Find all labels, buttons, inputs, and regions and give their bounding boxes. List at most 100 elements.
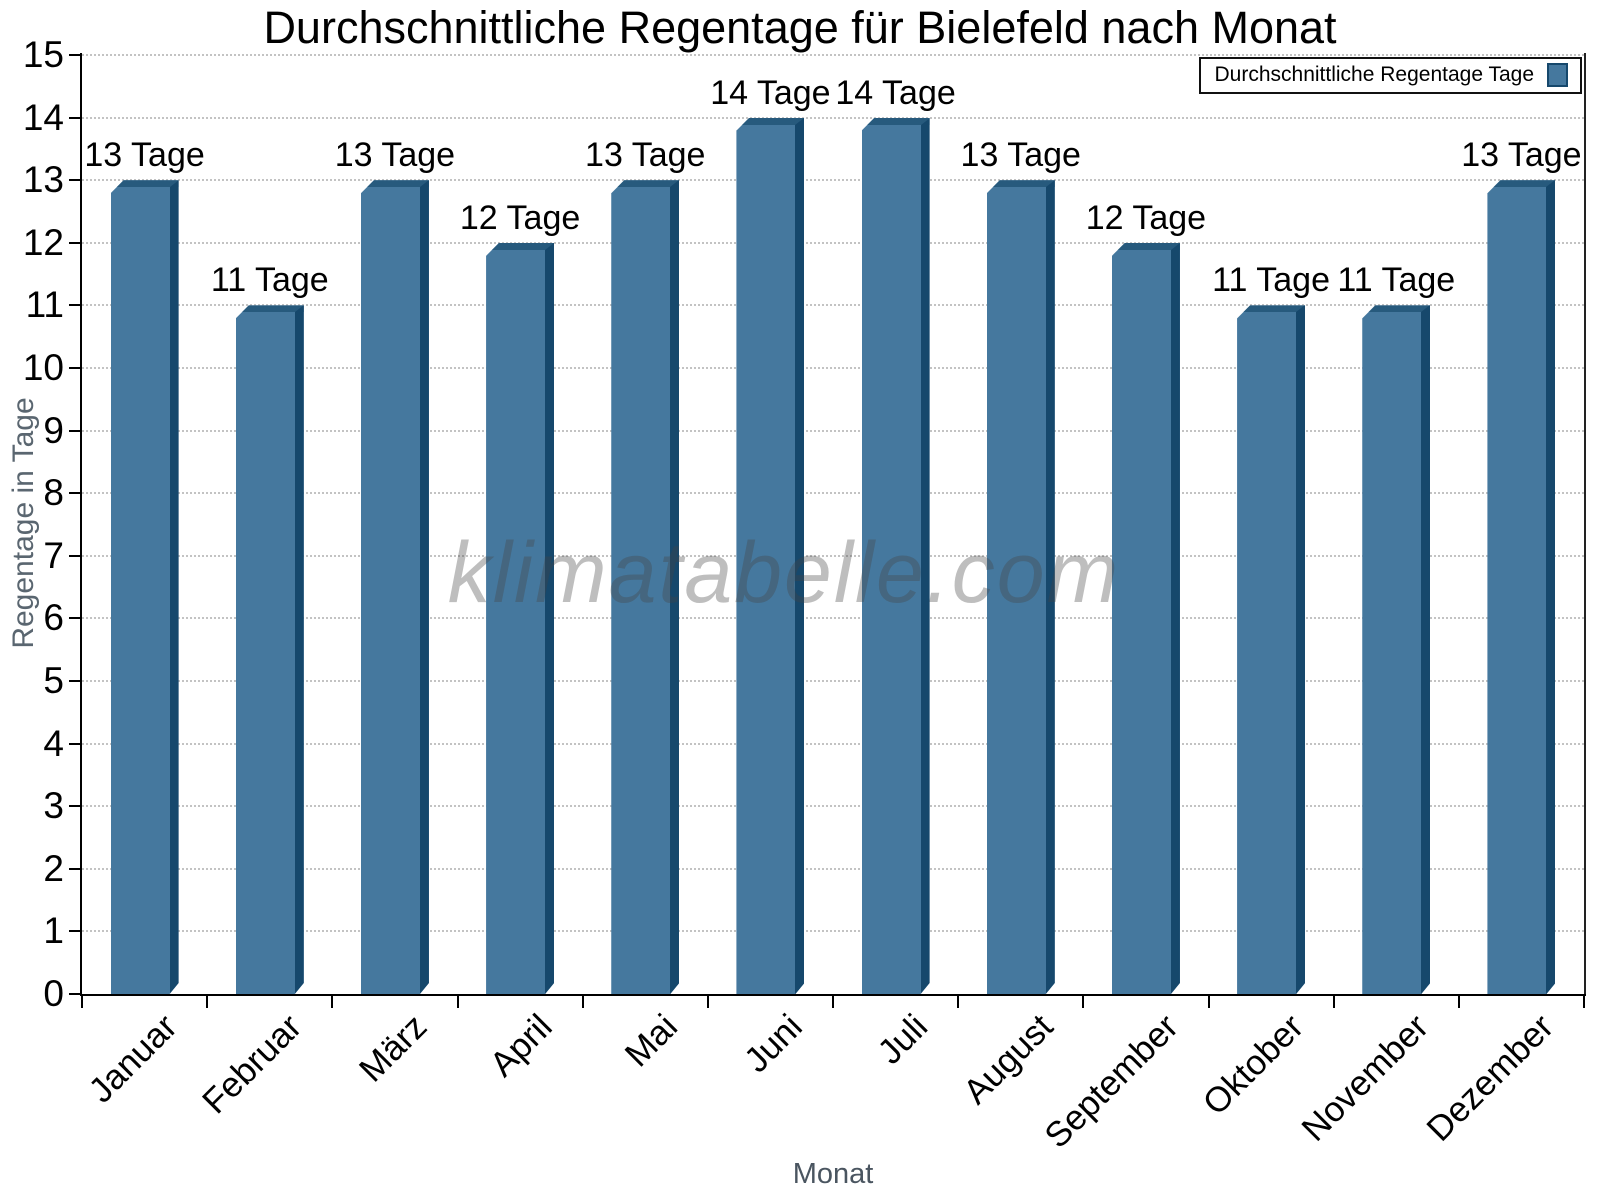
x-tick-2 xyxy=(331,996,334,1008)
y-tick-label-8: 8 xyxy=(43,472,64,514)
bar-februar xyxy=(236,305,304,994)
x-label-november: November xyxy=(1294,1007,1436,1149)
bar-oktober xyxy=(1237,305,1305,994)
y-tick-13 xyxy=(69,179,82,182)
y-tick-label-4: 4 xyxy=(43,722,64,764)
plot-right-border xyxy=(1584,53,1586,994)
bar-august xyxy=(987,180,1055,994)
y-tick-label-6: 6 xyxy=(43,597,64,639)
bar-september xyxy=(1112,243,1180,994)
y-tick-6 xyxy=(69,617,82,620)
x-label-märz: März xyxy=(351,1007,435,1090)
x-tick-12 xyxy=(1583,996,1585,1008)
watermark: klimatabelle.com xyxy=(447,525,1121,621)
bar-value-juli: 14 Tage xyxy=(835,73,956,112)
y-tick-14 xyxy=(69,116,82,119)
y-tick-label-0: 0 xyxy=(43,973,64,1014)
legend-swatch xyxy=(1547,63,1568,87)
x-tick-5 xyxy=(706,996,709,1008)
y-tick-label-5: 5 xyxy=(43,660,64,701)
gridline-y9 xyxy=(82,429,1584,432)
x-tick-3 xyxy=(456,996,459,1008)
legend: Durchschnittliche Regentage Tage xyxy=(1198,57,1582,94)
bar-juli xyxy=(862,118,930,994)
bar-april xyxy=(486,243,554,994)
bar-dezember xyxy=(1487,180,1555,994)
bar-value-mai: 13 Tage xyxy=(585,136,706,175)
gridline-y8 xyxy=(82,492,1584,495)
plot-area: 0 1 2 3 4 5 6 7 8 9 10 11 12 13 14 15 13 Tage Januar 11 Ta… xyxy=(23,34,1585,1156)
x-tick-0 xyxy=(81,996,83,1008)
x-label-januar: Januar xyxy=(80,1007,185,1111)
x-tick-6 xyxy=(832,996,834,1008)
x-label-september: September xyxy=(1036,1007,1186,1156)
y-tick-0 xyxy=(69,993,82,995)
y-tick-label-10: 10 xyxy=(22,347,64,388)
x-tick-8 xyxy=(1082,996,1085,1008)
bar-value-märz: 13 Tage xyxy=(334,136,456,175)
y-tick-8 xyxy=(69,492,82,495)
y-axis-title: Regentage in Tage xyxy=(7,397,40,649)
x-label-februar: Februar xyxy=(195,1007,310,1122)
y-tick-2 xyxy=(69,867,82,870)
x-tick-9 xyxy=(1207,996,1210,1008)
bar-value-januar: 13 Tage xyxy=(84,136,205,175)
bar-november xyxy=(1362,305,1430,994)
chart-title: Durchschnittliche Regentage für Bielefel… xyxy=(263,2,1337,53)
x-label-april: April xyxy=(482,1007,560,1085)
x-axis-title: Monat xyxy=(792,1158,874,1190)
y-tick-label-13: 13 xyxy=(22,159,64,201)
y-tick-15 xyxy=(69,54,82,56)
bar-value-dezember: 13 Tage xyxy=(1461,136,1582,175)
y-tick-9 xyxy=(69,429,82,432)
gridline-y12 xyxy=(82,241,1584,244)
y-tick-label-7: 7 xyxy=(43,534,64,576)
gridline-y2 xyxy=(82,867,1584,870)
y-tick-12 xyxy=(69,241,82,244)
y-tick-label-12: 12 xyxy=(22,221,64,263)
gridline-y1 xyxy=(82,930,1584,933)
bar-januar xyxy=(111,180,179,994)
y-tick-label-2: 2 xyxy=(43,847,64,889)
bar-value-februar: 11 Tage xyxy=(210,261,329,300)
y-tick-7 xyxy=(69,554,82,557)
y-axis-line xyxy=(80,53,82,996)
y-tick-label-1: 1 xyxy=(43,910,64,952)
y-tick-label-14: 14 xyxy=(22,96,64,138)
y-tick-1 xyxy=(69,930,82,933)
gridline-y11 xyxy=(82,304,1584,307)
gridline-y15 xyxy=(82,54,1584,56)
bar-märz xyxy=(361,180,429,994)
x-tick-4 xyxy=(581,996,584,1008)
gridline-y5 xyxy=(82,680,1584,682)
x-label-august: August xyxy=(955,1007,1061,1112)
gridline-y13 xyxy=(82,179,1584,182)
bar-value-september: 12 Tage xyxy=(1085,198,1207,237)
gridline-y7 xyxy=(82,554,1584,557)
y-tick-4 xyxy=(69,742,82,745)
bar-value-november: 11 Tage xyxy=(1337,261,1456,300)
gridline-y3 xyxy=(82,805,1584,808)
gridline-y10 xyxy=(82,367,1584,369)
x-label-mai: Mai xyxy=(617,1007,685,1075)
y-tick-label-11: 11 xyxy=(25,284,64,326)
bar-value-august: 13 Tage xyxy=(960,136,1081,175)
x-tick-11 xyxy=(1457,996,1460,1008)
gridline-y14 xyxy=(82,116,1584,119)
bar-mai xyxy=(611,180,679,994)
x-tick-10 xyxy=(1332,996,1335,1008)
gridline-y6 xyxy=(82,617,1584,620)
bar-juni xyxy=(736,118,804,994)
bar-value-juni: 14 Tage xyxy=(710,73,831,112)
y-tick-10 xyxy=(69,367,82,369)
bar-value-april: 12 Tage xyxy=(459,198,581,237)
y-tick-11 xyxy=(69,304,82,307)
x-label-juli: Juli xyxy=(870,1007,936,1072)
y-tick-label-3: 3 xyxy=(43,785,64,827)
y-tick-label-15: 15 xyxy=(22,34,64,75)
legend-label: Durchschnittliche Regentage Tage xyxy=(1214,63,1534,86)
x-label-oktober: Oktober xyxy=(1195,1007,1311,1123)
x-label-juni: Juni xyxy=(737,1007,810,1080)
x-tick-1 xyxy=(206,996,209,1008)
y-tick-label-9: 9 xyxy=(43,409,64,451)
